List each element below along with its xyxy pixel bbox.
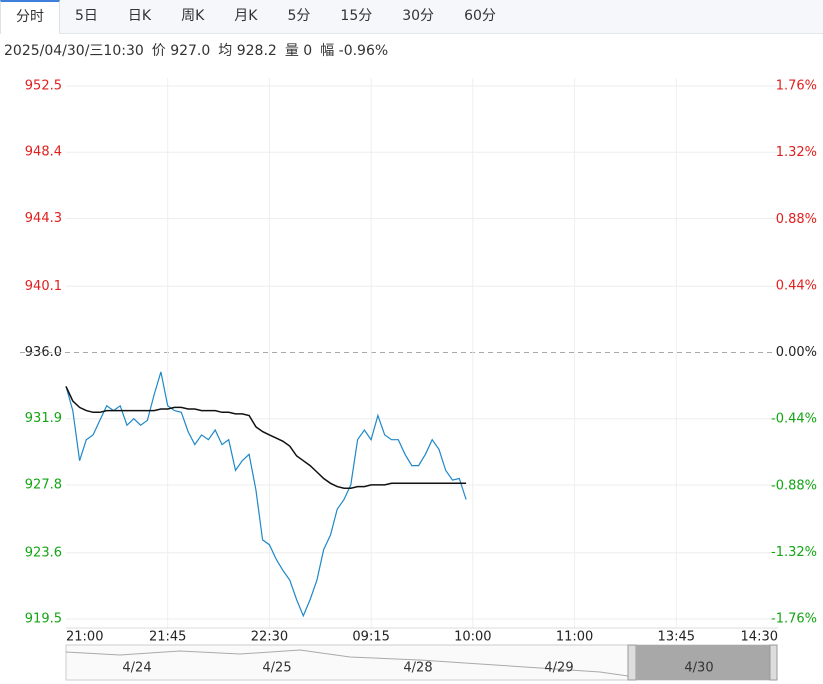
x-tick-label: 22:30 xyxy=(251,630,288,645)
tab[interactable]: 周K xyxy=(181,8,205,24)
tab-bar: 分时 5日 日K 周K 月K 5分 15分 30分 60分 xyxy=(0,0,823,34)
info-line: 2025/04/30/三10:30 价 927.0 均 928.2 量 0 幅 -0.9… xyxy=(4,40,396,60)
navigator-label: 4/25 xyxy=(262,661,291,676)
navigator-handle[interactable] xyxy=(769,644,778,681)
y-tick-label: 931.9 xyxy=(25,411,62,426)
info-item: 价 927.0 xyxy=(151,43,211,59)
y2-tick-label: 0.88% xyxy=(776,212,817,227)
navigator-label: 4/24 xyxy=(122,661,151,676)
x-tick-label: 10:00 xyxy=(454,630,491,645)
x-tick-label: 21:00 xyxy=(66,630,103,645)
y2-tick-label: 1.76% xyxy=(776,79,817,94)
navigator-line xyxy=(65,649,629,677)
tab[interactable]: 60分 xyxy=(464,8,496,24)
y2-tick-label: -0.88% xyxy=(771,478,817,493)
y2-tick-label: 0.44% xyxy=(776,278,817,293)
y2-tick-label: -1.32% xyxy=(771,545,817,560)
tab[interactable]: 15分 xyxy=(340,8,373,24)
x-tick-label: 21:45 xyxy=(149,630,186,645)
navigator-label: 4/30 xyxy=(684,661,713,676)
tab[interactable]: 日K xyxy=(127,8,152,24)
tab[interactable]: 月K xyxy=(234,8,258,24)
info-item: 幅 -0.96% xyxy=(320,43,389,59)
navigator-label: 4/29 xyxy=(544,661,573,676)
y-tick-label: 952.5 xyxy=(25,79,62,94)
tab[interactable]: 分时 xyxy=(0,0,60,34)
y-tick-label: 936.0 xyxy=(25,345,62,360)
navigator-selection[interactable] xyxy=(636,645,770,680)
navigator-label: 4/28 xyxy=(403,661,432,676)
y2-tick-label: 0.00% xyxy=(776,345,817,360)
y-tick-label: 940.1 xyxy=(25,279,62,294)
navigator-handle[interactable] xyxy=(627,644,637,681)
series-line xyxy=(65,386,467,489)
y-tick-label: 948.4 xyxy=(25,145,62,160)
y2-tick-label: -0.44% xyxy=(771,412,817,427)
x-tick-label: 14:30 xyxy=(741,630,778,645)
y-tick-label: 923.6 xyxy=(25,545,62,560)
series-line xyxy=(65,371,467,618)
tab[interactable]: 5分 xyxy=(287,8,311,24)
tab[interactable]: 5日 xyxy=(75,8,98,24)
x-tick-label: 13:45 xyxy=(658,630,695,645)
y-tick-label: 944.3 xyxy=(25,211,62,226)
info-item: 2025/04/30/三10:30 xyxy=(4,43,144,59)
y2-tick-label: 1.32% xyxy=(776,145,817,160)
info-item: 均 928.2 xyxy=(218,43,277,59)
info-item: 量 0 xyxy=(284,43,313,59)
y-tick-label: 919.5 xyxy=(25,612,62,627)
x-tick-label: 09:15 xyxy=(352,630,389,645)
x-tick-label: 11:00 xyxy=(556,630,593,645)
y-tick-label: 927.8 xyxy=(25,477,62,492)
tab[interactable]: 30分 xyxy=(402,8,435,24)
y2-tick-label: -1.76% xyxy=(771,612,817,627)
